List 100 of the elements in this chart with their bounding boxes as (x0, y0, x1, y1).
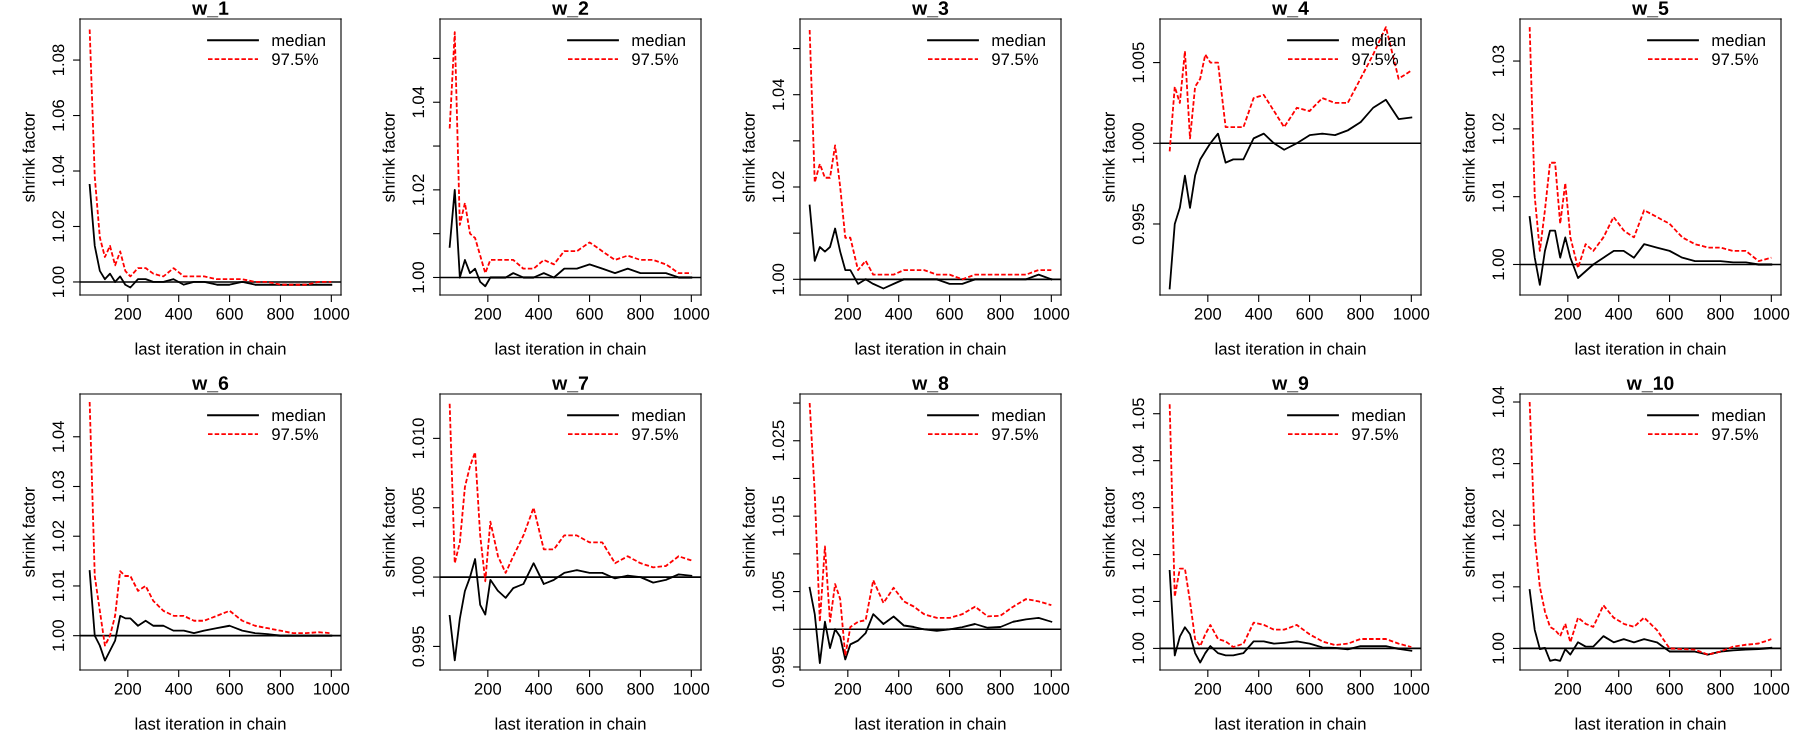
y-axis-title: shrink factor (1102, 486, 1115, 577)
x-tick-label: 1000 (674, 682, 710, 695)
y-tick-label: 1.04 (772, 78, 785, 110)
y-tick-label: 1.01 (52, 570, 65, 601)
x-tick-label: 400 (165, 307, 192, 320)
chart-title: w_5 (1632, 1, 1669, 18)
x-tick-label: 800 (987, 682, 1014, 695)
x-tick-label: 600 (1656, 682, 1683, 695)
x-tick-label: 1000 (1754, 307, 1790, 320)
x-axis-title: last iteration in chain (1575, 717, 1726, 730)
x-tick-label: 1000 (1394, 307, 1430, 320)
y-tick-label: 1.00 (52, 620, 65, 651)
y-axis-title: shrink factor (1462, 111, 1475, 202)
y-axis-title: shrink factor (742, 111, 755, 202)
legend-label: 97.5% (992, 53, 1039, 66)
x-tick-label: 200 (1554, 307, 1582, 320)
y-tick-label: 0.995 (1132, 203, 1145, 245)
legend-label: median (1712, 409, 1765, 422)
y-tick-label: 1.02 (1492, 113, 1505, 144)
y-axis-title: shrink factor (382, 111, 395, 202)
y-tick-label: 0.995 (772, 646, 785, 688)
x-tick-label: 1000 (1034, 682, 1070, 695)
x-tick-label: 1000 (314, 307, 350, 320)
legend-label: 97.5% (992, 428, 1039, 441)
x-tick-label: 600 (1656, 307, 1683, 320)
legend-label: median (1352, 409, 1405, 422)
x-tick-label: 800 (267, 307, 294, 320)
y-tick-label: 1.005 (772, 571, 785, 612)
legend-label: 97.5% (272, 428, 319, 441)
y-tick-label: 1.000 (412, 556, 425, 597)
y-tick-label: 1.02 (1492, 509, 1505, 541)
x-tick-label: 200 (834, 682, 862, 695)
x-tick-label: 400 (1245, 307, 1272, 320)
y-tick-label: 1.02 (52, 211, 65, 242)
x-axis-title: last iteration in chain (1575, 342, 1726, 355)
y-axis-title: shrink factor (22, 111, 35, 202)
x-tick-label: 200 (1554, 682, 1582, 695)
y-tick-label: 1.03 (52, 471, 65, 502)
x-tick-label: 1000 (1394, 682, 1430, 695)
legend-label: 97.5% (1352, 428, 1399, 441)
y-tick-label: 1.010 (412, 418, 425, 458)
y-tick-label: 1.04 (1132, 444, 1145, 476)
x-axis-title: last iteration in chain (495, 342, 646, 355)
y-tick-label: 1.04 (1492, 386, 1505, 417)
y-tick-label: 1.005 (1132, 42, 1145, 83)
y-tick-label: 1.005 (412, 487, 425, 528)
x-tick-label: 400 (1245, 682, 1272, 695)
chart-title: w_10 (1626, 376, 1674, 393)
x-axis-title: last iteration in chain (855, 342, 1006, 355)
legend-label: 97.5% (632, 53, 679, 66)
x-tick-label: 200 (114, 307, 142, 320)
y-tick-label: 1.00 (412, 261, 425, 293)
y-tick-label: 1.000 (1132, 123, 1145, 163)
y-tick-label: 1.03 (1132, 492, 1145, 523)
y-tick-label: 1.00 (1132, 632, 1145, 664)
x-tick-label: 800 (1707, 682, 1734, 695)
y-tick-label: 0.995 (412, 626, 425, 667)
x-tick-label: 200 (1194, 682, 1222, 695)
chart-title: w_2 (552, 1, 589, 18)
y-tick-label: 1.02 (1132, 539, 1145, 570)
y-tick-label: 1.025 (772, 420, 785, 461)
legend-label: median (1712, 34, 1765, 47)
legend-label: median (272, 34, 325, 47)
legend-label: median (992, 409, 1045, 422)
y-tick-label: 1.05 (1132, 398, 1145, 429)
x-tick-label: 200 (114, 682, 142, 695)
chart-title: w_4 (1272, 1, 1309, 18)
y-tick-label: 1.00 (1492, 632, 1505, 664)
legend-label: 97.5% (1352, 53, 1399, 66)
y-axis-title: shrink factor (382, 486, 395, 577)
y-tick-label: 1.02 (772, 171, 785, 202)
x-tick-label: 200 (1194, 307, 1222, 320)
y-axis-title: shrink factor (22, 486, 35, 577)
y-tick-label: 1.03 (1492, 45, 1505, 76)
legend-label: 97.5% (1712, 428, 1759, 441)
x-tick-label: 600 (1296, 307, 1323, 320)
chart-title: w_9 (1272, 376, 1309, 393)
x-axis-title: last iteration in chain (1215, 717, 1366, 730)
x-tick-label: 1000 (1034, 307, 1070, 320)
chart-title: w_8 (912, 376, 949, 393)
legend-label: median (632, 409, 685, 422)
x-axis-title: last iteration in chain (135, 342, 286, 355)
x-tick-label: 600 (216, 682, 243, 695)
legend-label: median (992, 34, 1045, 47)
x-tick-label: 400 (1605, 307, 1632, 320)
x-tick-label: 800 (627, 307, 654, 320)
y-tick-label: 1.01 (1492, 181, 1505, 212)
x-tick-label: 400 (525, 682, 552, 695)
y-tick-label: 1.01 (1492, 571, 1505, 602)
x-tick-label: 400 (885, 682, 912, 695)
x-tick-label: 600 (936, 307, 963, 320)
x-tick-label: 600 (216, 307, 243, 320)
x-axis-title: last iteration in chain (135, 717, 286, 730)
legend-label: median (272, 409, 325, 422)
y-tick-label: 1.02 (52, 520, 65, 552)
x-tick-label: 400 (1605, 682, 1632, 695)
x-tick-label: 600 (936, 682, 963, 695)
y-tick-label: 1.04 (412, 86, 425, 118)
y-tick-label: 1.01 (1132, 586, 1145, 617)
x-axis-title: last iteration in chain (495, 717, 646, 730)
